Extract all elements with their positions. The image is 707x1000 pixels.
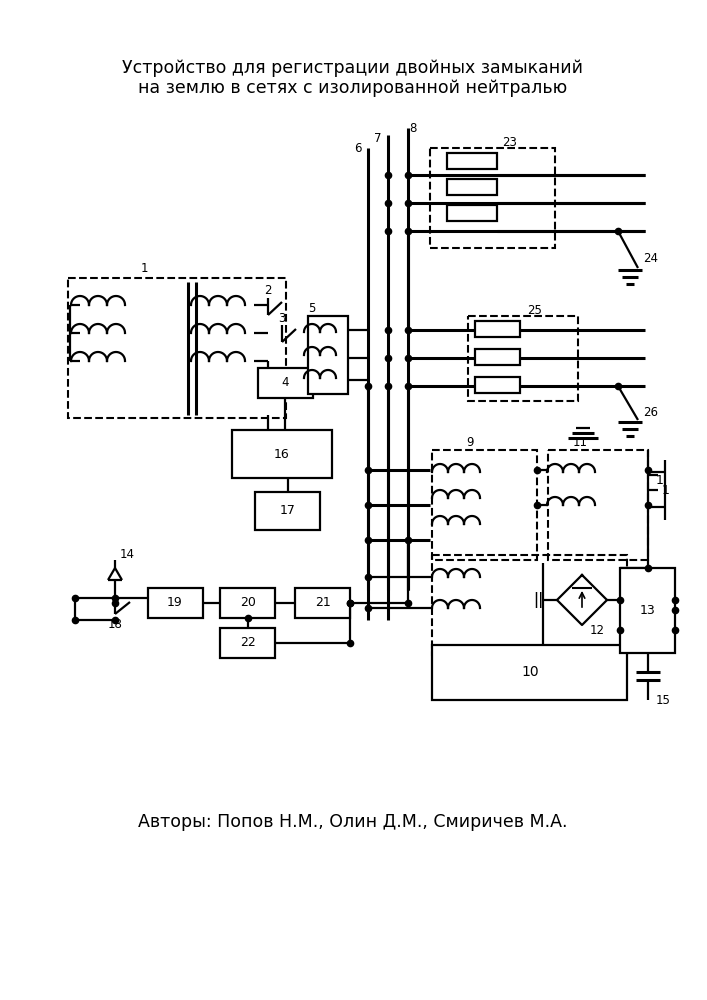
Bar (475, 321, 520, 337)
Text: 10: 10 (521, 665, 539, 679)
Text: 16: 16 (274, 448, 290, 460)
Text: 24: 24 (643, 251, 658, 264)
Bar (468, 316, 578, 401)
Bar (220, 628, 275, 658)
Bar (432, 450, 537, 560)
Bar (432, 555, 627, 655)
Text: ||: || (533, 592, 543, 608)
Text: 4: 4 (281, 376, 288, 389)
Text: 22: 22 (240, 637, 256, 650)
Text: 14: 14 (120, 548, 135, 562)
Text: ||: || (533, 592, 543, 608)
Text: Устройство для регистрации двойных замыканий: Устройство для регистрации двойных замык… (122, 59, 583, 77)
Bar (295, 588, 350, 618)
Text: 7: 7 (374, 131, 382, 144)
Text: 13: 13 (640, 603, 656, 616)
Bar (258, 368, 313, 398)
Text: 1: 1 (656, 474, 664, 487)
Text: 25: 25 (527, 304, 542, 316)
Text: 18: 18 (107, 618, 122, 632)
Bar (68, 278, 286, 418)
Text: 2: 2 (264, 284, 271, 296)
Text: 3: 3 (279, 312, 286, 324)
Bar (220, 588, 275, 618)
Text: Авторы: Попов Н.М., Олин Д.М., Смиричев М.А.: Авторы: Попов Н.М., Олин Д.М., Смиричев … (139, 813, 568, 831)
Text: 21: 21 (315, 596, 331, 609)
Text: 9: 9 (466, 436, 474, 450)
Bar (447, 205, 497, 221)
Bar (232, 430, 332, 478)
Bar (308, 316, 348, 394)
Bar (148, 588, 203, 618)
Text: 19: 19 (167, 596, 183, 609)
Bar (255, 492, 320, 530)
Bar (447, 153, 497, 169)
Text: 6: 6 (354, 141, 362, 154)
Text: 11: 11 (573, 436, 588, 450)
Bar (548, 450, 648, 560)
Text: 17: 17 (280, 504, 296, 518)
Bar (475, 349, 520, 365)
Text: 1: 1 (141, 261, 148, 274)
Text: 26: 26 (643, 406, 658, 418)
Bar (475, 377, 520, 393)
Text: 23: 23 (503, 136, 518, 149)
Text: 8: 8 (409, 121, 416, 134)
Text: 15: 15 (656, 694, 671, 706)
Bar (447, 179, 497, 195)
Bar (430, 148, 555, 248)
Bar (432, 645, 627, 700)
Text: 1: 1 (662, 484, 670, 496)
Text: 12: 12 (590, 624, 605, 637)
Text: 5: 5 (308, 302, 315, 314)
Text: 20: 20 (240, 596, 256, 609)
Text: на землю в сетях с изолированной нейтралью: на землю в сетях с изолированной нейтрал… (139, 79, 568, 97)
Bar (620, 568, 675, 653)
